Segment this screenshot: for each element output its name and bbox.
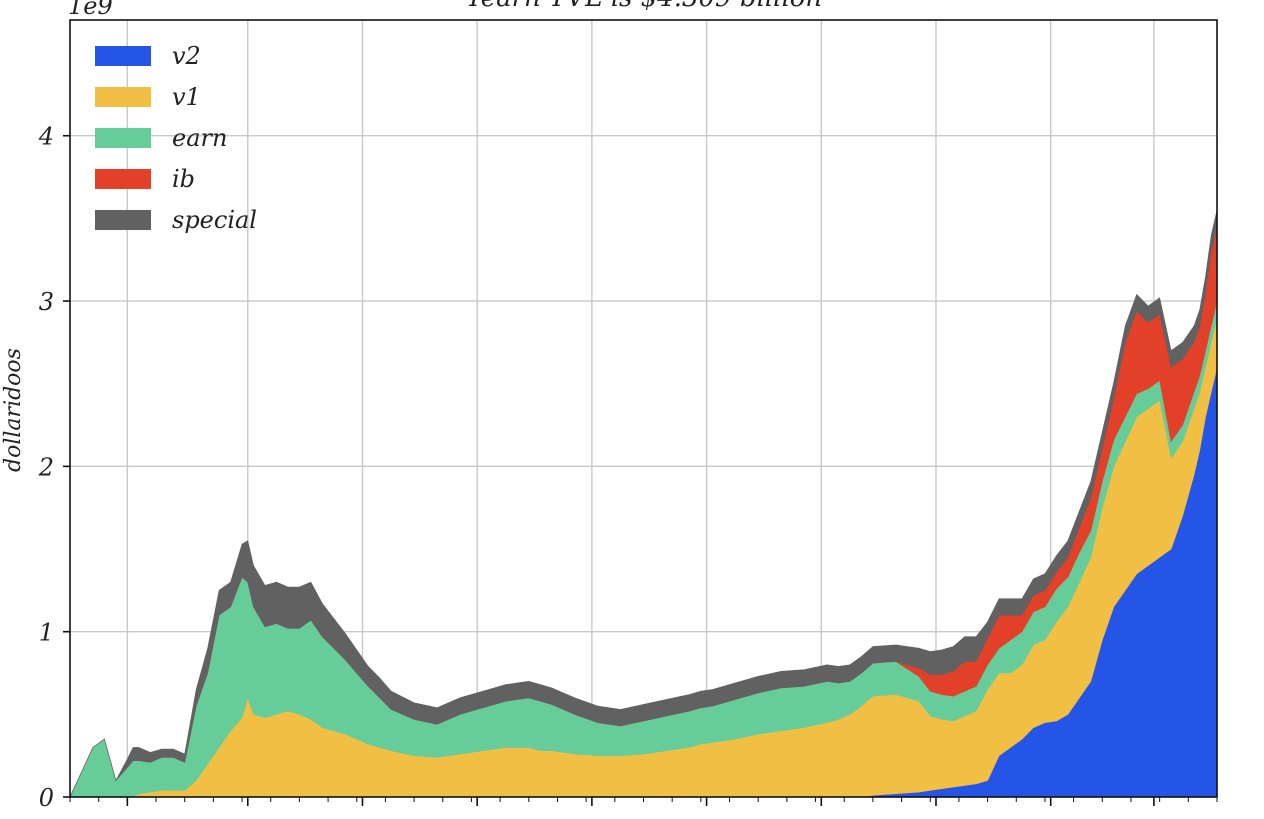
y-tick-label-4: 4 <box>38 123 54 151</box>
legend-label-special: special <box>172 206 257 234</box>
y-scale-label: 1e9 <box>68 0 113 20</box>
legend-swatch-ib <box>95 169 151 189</box>
legend-swatch-v2 <box>95 46 151 66</box>
legend-label-v1: v1 <box>172 83 201 111</box>
legend-swatch-earn <box>95 128 151 148</box>
legend: v2 v1 earn ib special <box>95 42 257 234</box>
y-tick-label-3: 3 <box>39 288 54 316</box>
y-tick-label-1: 1 <box>39 619 54 647</box>
legend-swatch-special <box>95 210 151 230</box>
tick-labels: 0 1 2 3 4 <box>38 123 1218 812</box>
legend-swatch-v1 <box>95 87 151 107</box>
y-axis-label: dollaridoos <box>1 348 26 472</box>
y-tick-label-2: 2 <box>38 453 54 481</box>
legend-label-ib: ib <box>172 165 195 193</box>
y-tick-label-0: 0 <box>39 784 54 812</box>
chart-title: Yearn TVL is $4.309 billion <box>466 0 822 13</box>
legend-label-v2: v2 <box>172 42 201 70</box>
legend-label-earn: earn <box>172 124 227 152</box>
